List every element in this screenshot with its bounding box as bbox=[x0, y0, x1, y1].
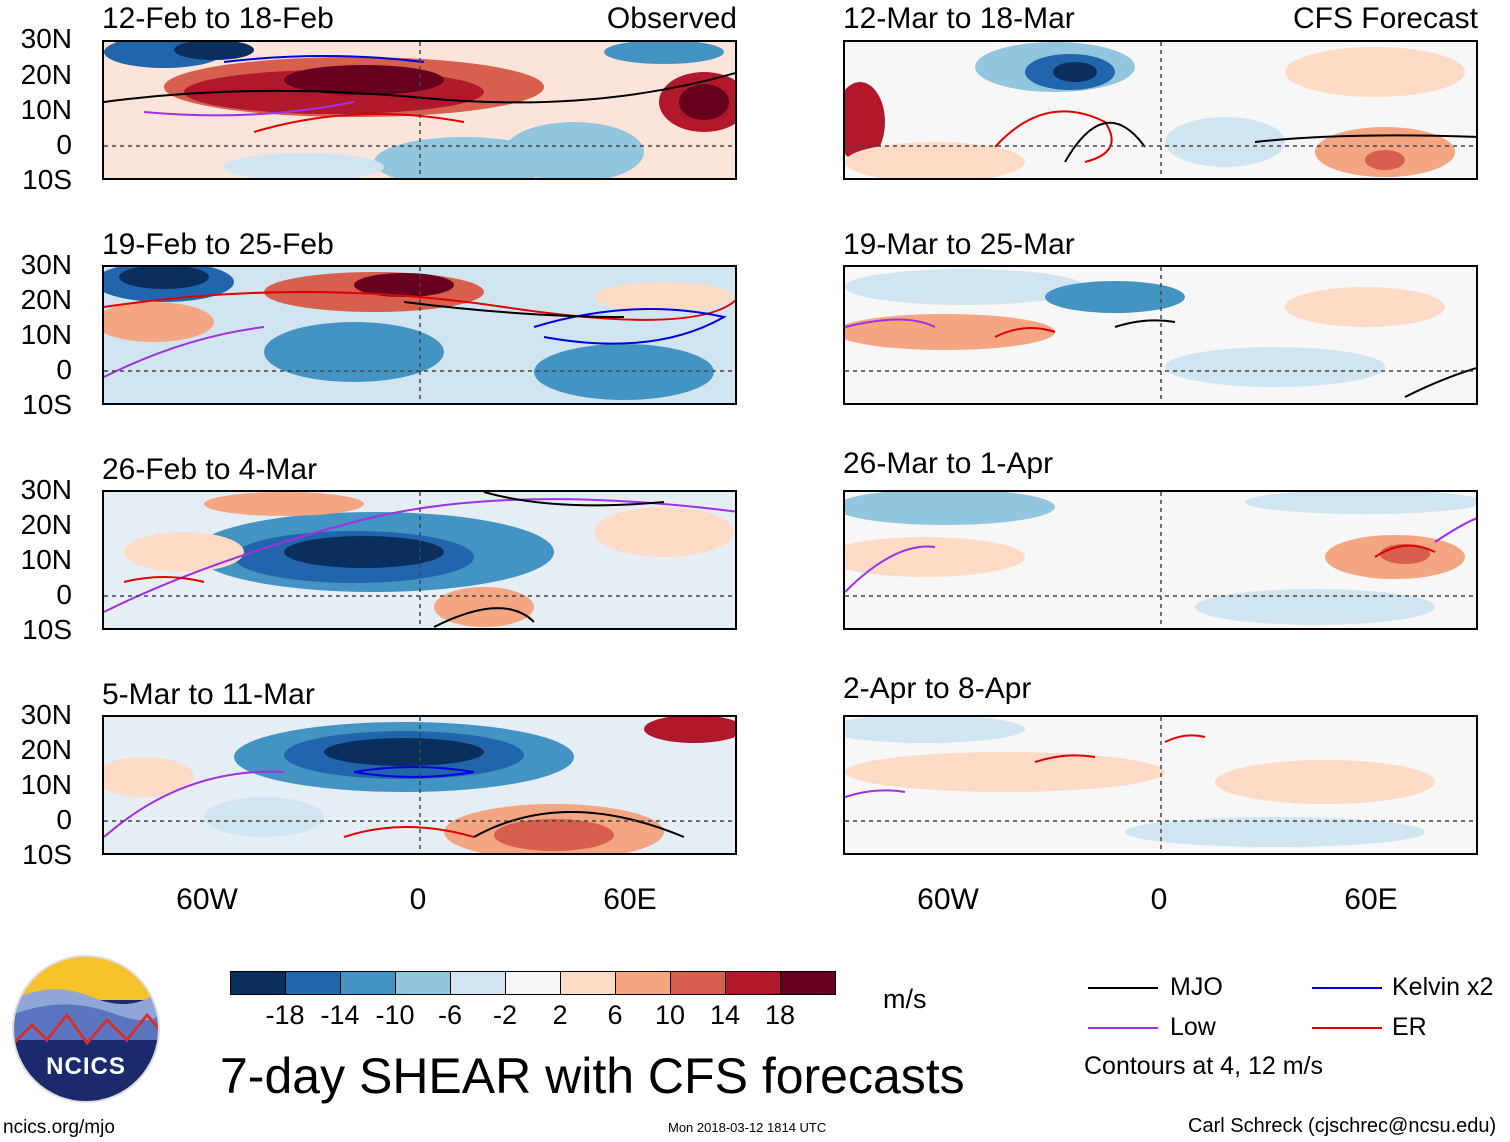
shear-field bbox=[845, 492, 1476, 628]
colorbar-label: -10 bbox=[375, 1000, 415, 1030]
shear-field bbox=[845, 267, 1476, 403]
y-tick: 10N bbox=[20, 544, 72, 575]
y-tick: 10N bbox=[20, 769, 72, 800]
y-tick: 0 bbox=[56, 579, 72, 610]
x-tick-right-60w: 60W bbox=[917, 883, 979, 916]
observed-label: Observed bbox=[606, 2, 737, 35]
footer-link[interactable]: ncics.org/mjo bbox=[3, 1117, 115, 1138]
y-tick: 0 bbox=[56, 354, 72, 385]
colorbar-swatch bbox=[725, 971, 781, 995]
units-label: m/s bbox=[883, 984, 927, 1014]
map-panel-forecast-4 bbox=[843, 715, 1478, 855]
main-title: 7-day SHEAR with CFS forecasts bbox=[220, 1048, 965, 1104]
colorbar-swatch bbox=[670, 971, 726, 995]
colorbar-swatch bbox=[285, 971, 341, 995]
legend-swatch-mjo bbox=[1088, 987, 1158, 989]
colorbar-swatch bbox=[450, 971, 506, 995]
y-tick: 0 bbox=[56, 129, 72, 160]
panel-title-fc-2: 19-Mar to 25-Mar bbox=[843, 228, 1075, 261]
y-tick: 30N bbox=[20, 699, 72, 730]
shear-field bbox=[104, 267, 735, 403]
map-panel-observed-2 bbox=[102, 265, 737, 405]
legend-label-low: Low bbox=[1170, 1013, 1216, 1041]
legend-label-er: ER bbox=[1392, 1013, 1427, 1041]
map-panel-observed-3 bbox=[102, 490, 737, 630]
colorbar-label: -2 bbox=[492, 1000, 517, 1030]
y-tick: 30N bbox=[20, 474, 72, 505]
forecast-label: CFS Forecast bbox=[1292, 2, 1478, 35]
shear-field bbox=[104, 717, 735, 853]
colorbar-label: 14 bbox=[709, 1000, 741, 1030]
map-panel-observed-1 bbox=[102, 40, 737, 180]
map-panel-forecast-1 bbox=[843, 40, 1478, 180]
shear-field bbox=[104, 42, 735, 178]
x-tick-left-60w: 60W bbox=[176, 883, 238, 916]
panel-title-fc-4: 2-Apr to 8-Apr bbox=[843, 672, 1032, 705]
y-tick: 20N bbox=[20, 284, 72, 315]
y-tick: 10S bbox=[22, 164, 72, 195]
y-tick: 10N bbox=[20, 94, 72, 125]
colorbar-swatch bbox=[230, 971, 286, 995]
legend-swatch-low bbox=[1088, 1027, 1158, 1029]
contour-note: Contours at 4, 12 m/s bbox=[1084, 1052, 1324, 1080]
shear-field bbox=[104, 492, 735, 628]
colorbar-label: 10 bbox=[654, 1000, 686, 1030]
shear-field bbox=[845, 717, 1476, 853]
legend-swatch-er bbox=[1312, 1027, 1382, 1029]
colorbar-swatch bbox=[560, 971, 616, 995]
x-tick-left-60e: 60E bbox=[603, 883, 657, 916]
ncics-logo: NCICS bbox=[12, 955, 160, 1103]
y-tick: 10S bbox=[22, 839, 72, 870]
y-tick: 20N bbox=[20, 734, 72, 765]
panel-title-obs-1: 12-Feb to 18-Feb bbox=[102, 2, 334, 35]
colorbar-swatch bbox=[395, 971, 451, 995]
colorbar-label: 6 bbox=[607, 1000, 623, 1030]
footer-credit: Carl Schreck (cjschrec@ncsu.edu) bbox=[1188, 1115, 1497, 1137]
panel-title-fc-1: 12-Mar to 18-Mar bbox=[843, 2, 1075, 35]
map-panel-forecast-3 bbox=[843, 490, 1478, 630]
map-panel-observed-4 bbox=[102, 715, 737, 855]
y-tick: 0 bbox=[56, 804, 72, 835]
x-tick-right-60e: 60E bbox=[1344, 883, 1398, 916]
y-tick: 10S bbox=[22, 389, 72, 420]
colorbar-swatch bbox=[505, 971, 561, 995]
legend-swatch-kelvin bbox=[1312, 987, 1382, 989]
y-tick: 20N bbox=[20, 509, 72, 540]
legend-label-mjo: MJO bbox=[1170, 973, 1223, 1001]
colorbar-label: -6 bbox=[437, 1000, 462, 1030]
logo-text: NCICS bbox=[46, 1053, 126, 1080]
panel-title-obs-3: 26-Feb to 4-Mar bbox=[102, 453, 318, 486]
colorbar-label: 2 bbox=[552, 1000, 568, 1030]
shear-field bbox=[845, 42, 1476, 178]
y-tick: 10N bbox=[20, 319, 72, 350]
x-tick-right-0: 0 bbox=[1150, 883, 1168, 916]
panel-title-fc-3: 26-Mar to 1-Apr bbox=[843, 447, 1054, 480]
colorbar-label: -14 bbox=[320, 1000, 360, 1030]
y-tick: 10S bbox=[22, 614, 72, 645]
logo-graphic bbox=[12, 955, 160, 1103]
colorbar-swatch bbox=[780, 971, 836, 995]
y-tick: 20N bbox=[20, 59, 72, 90]
colorbar-label: -18 bbox=[265, 1000, 305, 1030]
footer-timestamp: Mon 2018-03-12 1814 UTC bbox=[668, 1120, 827, 1135]
x-tick-left-0: 0 bbox=[409, 883, 427, 916]
y-tick: 30N bbox=[20, 249, 72, 280]
legend-label-kelvin: Kelvin x2 bbox=[1392, 973, 1494, 1001]
map-panel-forecast-2 bbox=[843, 265, 1478, 405]
colorbar-swatch bbox=[340, 971, 396, 995]
y-tick: 30N bbox=[20, 23, 72, 54]
colorbar-swatch bbox=[615, 971, 671, 995]
panel-title-obs-4: 5-Mar to 11-Mar bbox=[102, 678, 315, 711]
panel-title-obs-2: 19-Feb to 25-Feb bbox=[102, 228, 334, 261]
colorbar-label: 18 bbox=[764, 1000, 796, 1030]
